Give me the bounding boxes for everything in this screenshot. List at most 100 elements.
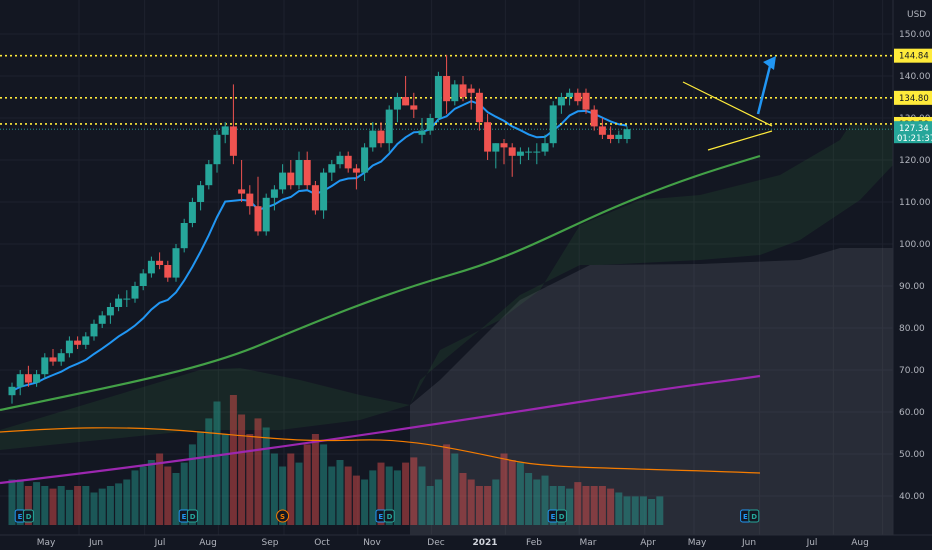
candle — [402, 76, 410, 106]
candle-body — [33, 374, 41, 383]
candle — [197, 181, 205, 211]
candle — [549, 101, 557, 148]
volume-bar — [197, 431, 205, 525]
time-tick-label: Feb — [526, 538, 542, 548]
candle — [82, 332, 90, 349]
volume-bar — [164, 466, 172, 525]
candle-body — [500, 143, 508, 148]
level-label-text: 144.84 — [899, 52, 929, 62]
candle-body — [90, 323, 98, 337]
volume-bar — [598, 486, 606, 525]
drawing-tools[interactable] — [682, 56, 776, 151]
candle — [139, 269, 147, 291]
time-tick-label: Apr — [640, 538, 656, 548]
volume-bar — [369, 470, 377, 525]
candle — [566, 88, 574, 106]
dividend-event-marker[interactable]: D — [186, 509, 198, 523]
candle — [229, 84, 237, 165]
candle-body — [180, 223, 188, 249]
candle — [188, 197, 196, 228]
candle-body — [98, 315, 106, 324]
event-glyph: E — [551, 513, 556, 521]
candle-body — [492, 143, 500, 152]
volume-bar — [451, 453, 459, 525]
event-glyph: E — [18, 513, 23, 521]
candle-body — [574, 92, 582, 102]
candle — [541, 134, 549, 156]
candle — [156, 252, 164, 270]
volume-bar — [311, 434, 319, 525]
ema-line — [11, 100, 628, 392]
pennant-upper-line — [682, 81, 773, 127]
event-markers[interactable]: EDEDSEDEDEDE — [14, 509, 916, 523]
volume-bar — [352, 475, 360, 525]
breakout-arrow-head — [763, 56, 776, 70]
dividend-event-marker[interactable]: D — [748, 509, 760, 523]
candle — [98, 311, 106, 328]
candle-body — [459, 84, 467, 97]
candle-body — [16, 374, 24, 387]
event-badge — [186, 509, 198, 523]
price-axis-panel[interactable] — [893, 0, 932, 535]
candle — [623, 126, 631, 144]
volume-bar — [516, 462, 524, 525]
candle-body — [590, 109, 598, 127]
candle-body — [8, 386, 16, 396]
earnings-event-marker[interactable]: E — [547, 509, 559, 523]
bar-countdown: 01:21:37 — [897, 134, 932, 144]
candle — [385, 105, 393, 152]
green-band — [0, 125, 893, 450]
candle-body — [549, 105, 557, 144]
candle — [16, 370, 24, 396]
candle-body — [516, 151, 524, 156]
earnings-event-marker[interactable]: E — [375, 509, 387, 523]
candle-body — [533, 151, 541, 153]
volume-bar — [90, 492, 98, 525]
volume-bar — [205, 418, 213, 525]
candle-body — [377, 130, 385, 144]
price-tick-label: 60.00 — [899, 408, 925, 418]
event-glyph: D — [559, 513, 565, 521]
candle-body — [451, 84, 459, 102]
candle — [213, 130, 221, 173]
volume-bar — [139, 466, 147, 525]
volume-bar — [492, 479, 500, 525]
volume-bar — [418, 466, 426, 525]
volume-bar — [648, 499, 656, 525]
event-glyph: D — [190, 513, 196, 521]
volume-bar — [533, 479, 541, 525]
time-tick-label: Jul — [154, 538, 166, 548]
volume-bar — [557, 486, 565, 525]
price-tick-label: 120.00 — [899, 156, 931, 166]
candle — [254, 176, 262, 236]
time-axis-panel[interactable] — [0, 535, 932, 550]
volume-bar — [377, 462, 385, 525]
candle-body — [65, 340, 73, 354]
candle-body — [361, 147, 369, 173]
time-tick-label: Oct — [314, 538, 330, 548]
candle — [557, 92, 565, 114]
time-tick-label: May — [37, 538, 56, 548]
candle — [115, 294, 123, 312]
candle — [24, 365, 32, 387]
candle-body — [541, 143, 549, 152]
candle-body — [164, 265, 172, 278]
candle-body — [115, 298, 123, 307]
volume-bar — [475, 486, 483, 525]
volume-bar — [566, 488, 574, 525]
volume-bar — [361, 479, 369, 525]
dividend-event-marker[interactable]: D — [383, 509, 395, 523]
candle-body — [426, 118, 434, 131]
candlesticks[interactable] — [8, 55, 631, 404]
candle — [516, 147, 524, 165]
candle — [508, 143, 516, 177]
split-event-marker[interactable]: S — [276, 509, 290, 523]
volume-bar — [16, 479, 24, 525]
dividend-event-marker[interactable]: D — [555, 509, 567, 523]
volume-bar — [295, 462, 303, 525]
dividend-event-marker[interactable]: D — [22, 509, 34, 523]
volume-bar — [24, 486, 32, 525]
candle-body — [24, 374, 32, 383]
